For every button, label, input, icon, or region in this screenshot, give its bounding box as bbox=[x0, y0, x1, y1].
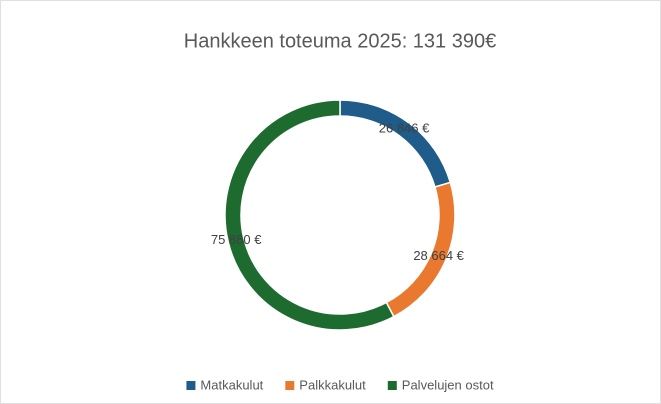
data-label: 75 880 € bbox=[211, 232, 262, 247]
data-label: 26 846 € bbox=[379, 121, 430, 136]
legend-swatch bbox=[387, 381, 397, 390]
legend-label: Palkkakulut bbox=[299, 377, 366, 392]
legend-swatch bbox=[285, 381, 295, 390]
data-label: 28 664 € bbox=[413, 248, 464, 263]
legend-label: Palvelujen ostot bbox=[402, 377, 494, 392]
donut-segment bbox=[224, 99, 395, 331]
legend-label: Matkakulut bbox=[200, 377, 263, 392]
chart-title: Hankkeen toteuma 2025: 131 390€ bbox=[184, 30, 496, 52]
legend-swatch bbox=[186, 381, 196, 390]
